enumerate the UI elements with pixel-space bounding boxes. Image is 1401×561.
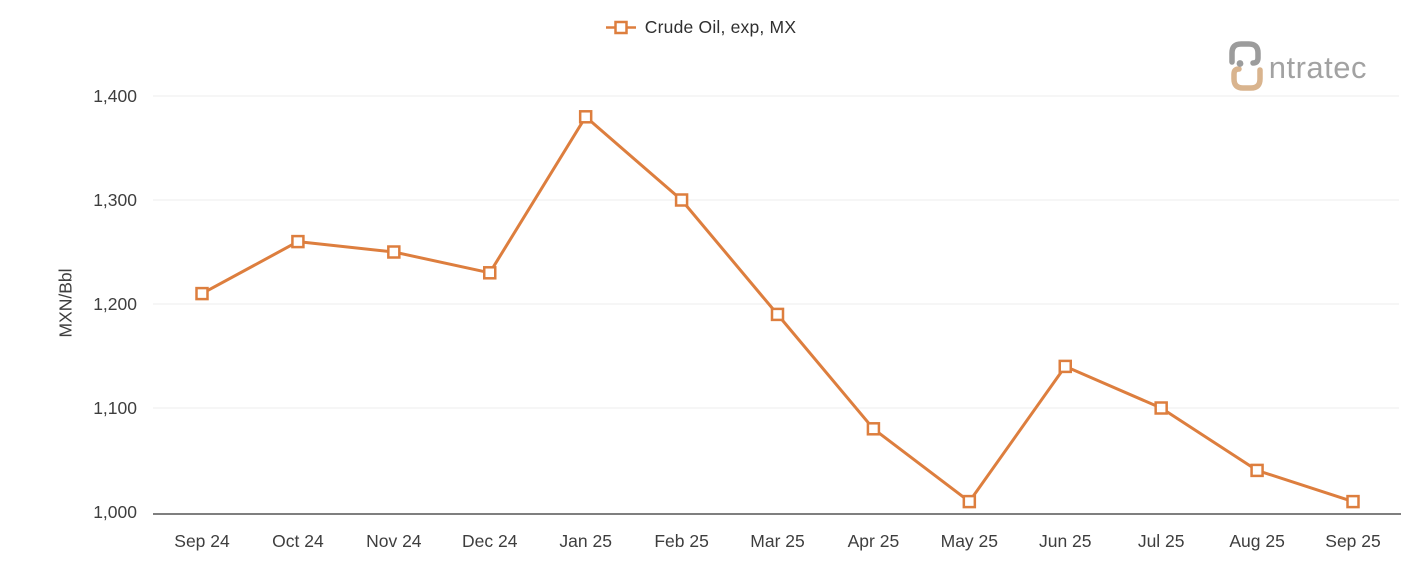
data-point-marker [770,307,785,322]
x-tick-label: Sep 25 [1325,531,1380,551]
x-tick-label: Nov 24 [366,531,422,551]
x-tick-label: Sep 24 [174,531,230,551]
data-point-marker [674,193,689,207]
intratec-logo: ntratec [1227,40,1367,92]
x-tick-label: May 25 [941,531,998,551]
x-tick-label: Apr 25 [848,531,900,551]
data-point-marker [291,234,305,249]
intratec-logo-icon [1228,41,1263,91]
y-tick-label: 1,000 [93,502,137,522]
x-tick-label: Jun 25 [1039,531,1092,551]
data-point-marker [578,110,593,124]
x-tick-label: Oct 24 [272,531,324,551]
y-tick-label: 1,200 [93,294,137,314]
y-tick-label: 1,100 [93,398,137,418]
data-point-marker [962,494,977,509]
data-point-marker [387,245,401,259]
data-point-marker [483,266,497,280]
x-tick-label: Jul 25 [1138,531,1185,551]
x-tick-label: Aug 25 [1229,531,1284,551]
data-point-marker [195,286,209,301]
data-point-marker [1346,494,1360,509]
data-point-marker [1154,401,1168,415]
data-point-marker [1058,359,1072,374]
y-tick-label: 1,300 [93,190,137,210]
x-tick-label: Jan 25 [559,531,612,551]
x-tick-label: Mar 25 [750,531,804,551]
intratec-logo-text: ntratec [1268,50,1367,85]
data-point-marker [866,422,881,436]
x-tick-label: Feb 25 [654,531,708,551]
y-tick-label: 1,400 [93,86,137,106]
x-tick-label: Dec 24 [462,531,518,551]
data-point-marker [1250,463,1264,478]
